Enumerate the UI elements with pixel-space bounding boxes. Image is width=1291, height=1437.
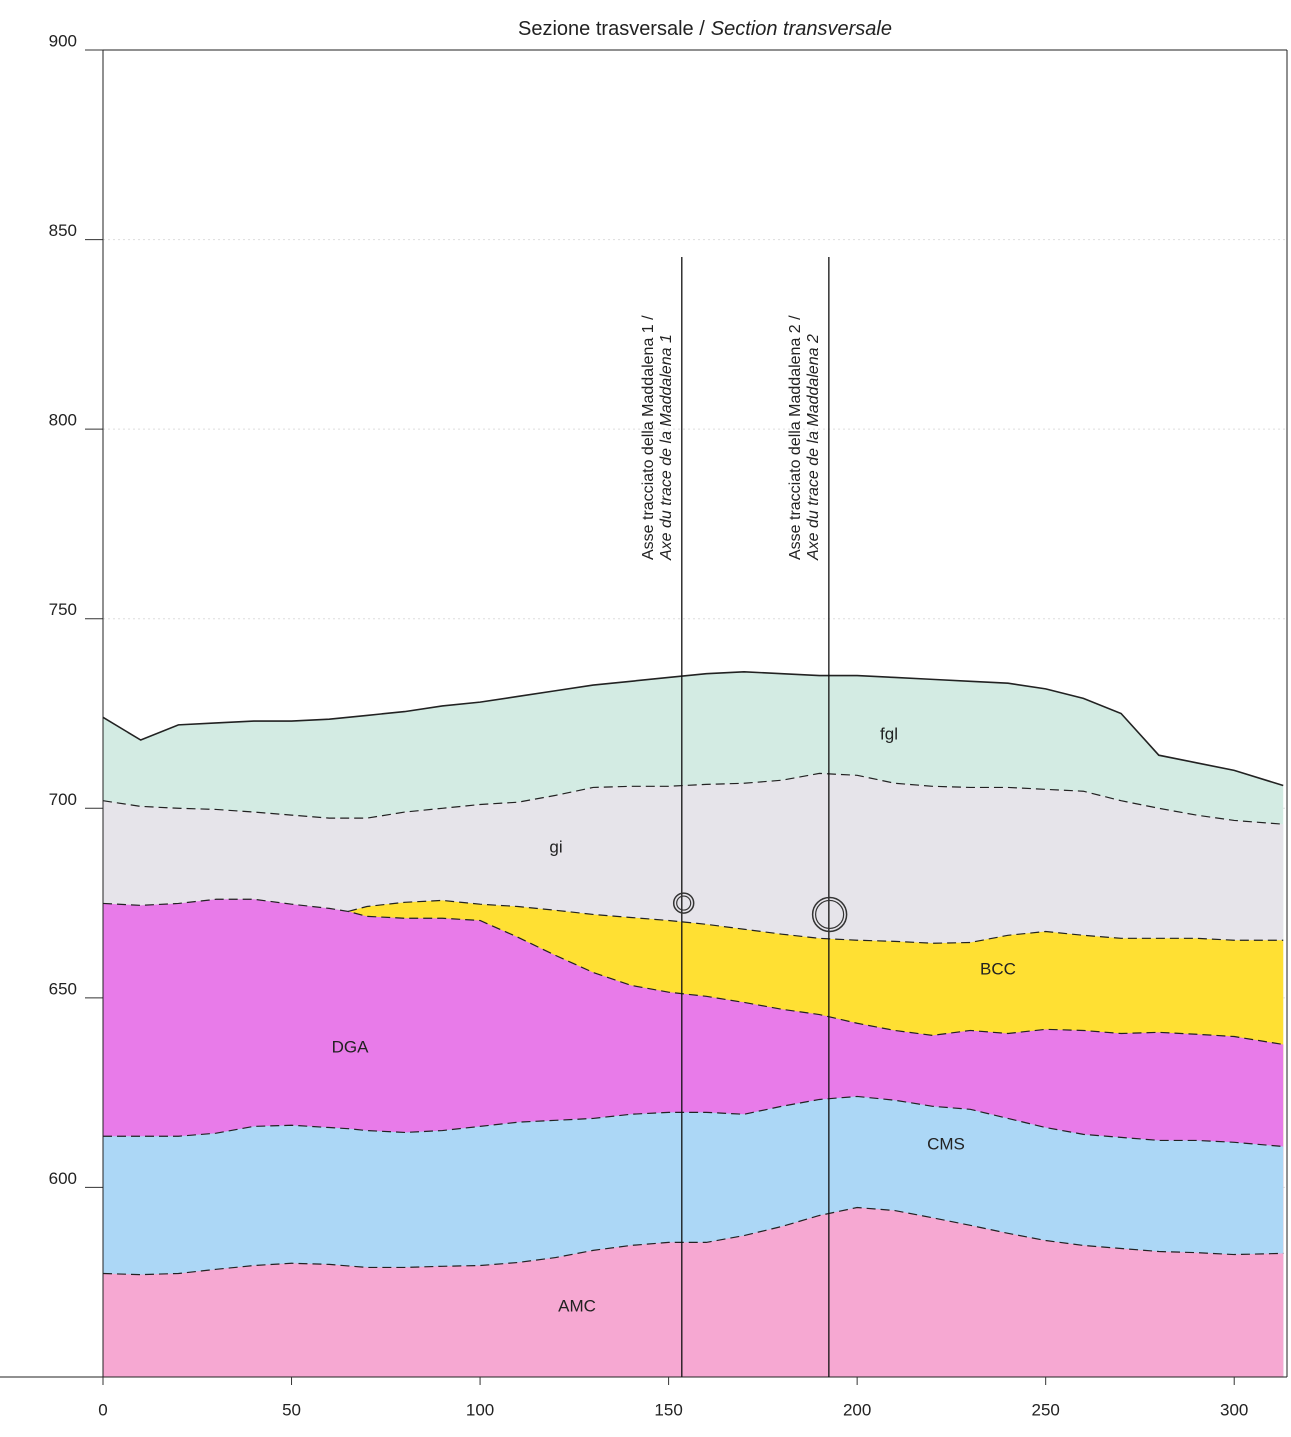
title-part: Sezione trasversale / (518, 18, 705, 40)
layer-label: fgl (880, 724, 898, 743)
x-tick-label: 300 (1220, 1400, 1248, 1419)
layer-label: BCC (980, 959, 1016, 978)
x-tick-label: 150 (654, 1400, 682, 1419)
layer-boundary (102, 670, 1284, 787)
layer-area (103, 1207, 1284, 1377)
y-tick-label: 750 (49, 600, 77, 619)
layer-boundary (102, 898, 1284, 1046)
chart-title: Sezione trasversale / Section transversal… (518, 18, 892, 40)
alignment-label: Asse tracciato della Maddalena 2 / (787, 315, 804, 560)
x-tick-label: 100 (466, 1400, 494, 1419)
title-part: Section transversale (711, 18, 892, 40)
layer-label: CMS (927, 1134, 965, 1153)
alignment-label: Axe du trace de la Maddalena 1 (658, 334, 675, 561)
tunnel-outer (811, 896, 848, 933)
tunnel (672, 892, 695, 914)
y-tick-label: 700 (49, 790, 77, 809)
y-tick-label: 900 (49, 31, 77, 50)
layer-label: gi (549, 837, 562, 856)
alignment-label: Axe du trace de la Maddalena 2 (805, 334, 822, 561)
layer-boundary (102, 772, 1284, 825)
layer-boundary (347, 899, 1284, 944)
layer-label: AMC (558, 1296, 596, 1315)
x-tick-label: 0 (98, 1400, 107, 1419)
layer-boundary (103, 1095, 1284, 1148)
y-tick-label: 800 (49, 411, 77, 430)
alignment-label: Asse tracciato della Maddalena 1 / (640, 315, 657, 560)
tunnel (811, 896, 848, 933)
y-tick-label: 850 (49, 221, 77, 240)
x-tick-label: 200 (843, 1400, 871, 1419)
tunnel-outer (672, 892, 695, 914)
y-tick-label: 650 (49, 979, 77, 998)
tunnel-inner (676, 895, 692, 911)
tunnel-inner (815, 899, 845, 930)
x-tick-label: 50 (282, 1400, 301, 1419)
layer-boundary (102, 1206, 1284, 1276)
y-tick-label: 600 (49, 1169, 77, 1188)
x-tick-label: 250 (1031, 1400, 1059, 1419)
layer-label: DGA (332, 1037, 370, 1056)
